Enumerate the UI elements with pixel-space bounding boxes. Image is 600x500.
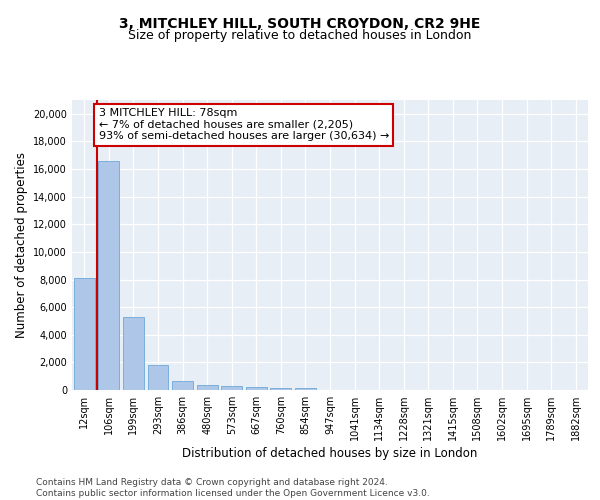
Bar [98, 161, 119, 390]
Bar [271, 388, 292, 390]
Bar [295, 388, 316, 390]
Y-axis label: Number of detached properties: Number of detached properties [15, 152, 28, 338]
Bar [148, 365, 169, 390]
Text: 3, MITCHLEY HILL, SOUTH CROYDON, CR2 9HE: 3, MITCHLEY HILL, SOUTH CROYDON, CR2 9HE [119, 18, 481, 32]
Text: 3 MITCHLEY HILL: 78sqm
← 7% of detached houses are smaller (2,205)
93% of semi-d: 3 MITCHLEY HILL: 78sqm ← 7% of detached … [98, 108, 389, 142]
Bar [197, 385, 218, 390]
Bar [221, 386, 242, 390]
Text: Size of property relative to detached houses in London: Size of property relative to detached ho… [128, 29, 472, 42]
Text: Contains HM Land Registry data © Crown copyright and database right 2024.
Contai: Contains HM Land Registry data © Crown c… [36, 478, 430, 498]
Bar [172, 381, 193, 390]
Bar [123, 317, 144, 390]
Bar [74, 278, 95, 390]
X-axis label: Distribution of detached houses by size in London: Distribution of detached houses by size … [182, 448, 478, 460]
Bar [246, 387, 267, 390]
